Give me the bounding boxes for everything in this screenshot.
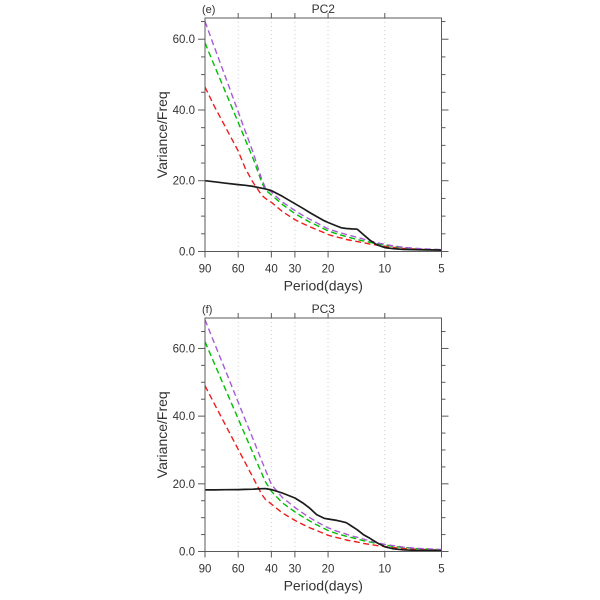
x-tick-label-30: 30	[288, 264, 301, 276]
axis-ticks	[198, 313, 449, 558]
plot-svg-pc3: 90 60 40 30 20 10 5 0.0 20.0 40.0 60.0 (f) PC3 Period…	[154, 302, 449, 594]
gridlines	[237, 318, 386, 552]
x-axis-title: Period(days)	[284, 578, 363, 594]
x-tick-label-5: 5	[438, 264, 444, 276]
series-lines	[204, 319, 442, 552]
y-axis-title: Variance/Freq	[154, 391, 170, 478]
x-tick-label-30: 30	[288, 564, 301, 576]
x-tick-label-60: 60	[232, 264, 245, 276]
axis-ticks	[198, 13, 449, 258]
x-tick-label-40: 40	[265, 564, 278, 576]
plot-frame	[204, 17, 442, 252]
series-purple-dashed	[204, 21, 442, 251]
chart-title: PC3	[312, 302, 336, 316]
gridlines	[237, 18, 386, 252]
series-black-solid	[204, 179, 442, 251]
x-tick-label-20: 20	[322, 264, 335, 276]
series-red-dashed	[204, 385, 442, 551]
chart-panel-e-pc2: 90 60 40 30 20 10 5 0.0 20.0 40.0 60.0 (e) PC2 Period…	[154, 2, 449, 294]
y-tick-label-0: 0.0	[179, 247, 195, 259]
y-tick-label-40: 40.0	[173, 411, 195, 423]
y-tick-label-20: 20.0	[173, 479, 195, 491]
plot-frame	[204, 317, 442, 552]
panel-label: (e)	[202, 4, 215, 16]
y-tick-label-60: 60.0	[173, 343, 195, 355]
series-purple-dashed	[204, 319, 442, 551]
series-green-dashed	[204, 341, 442, 551]
y-tick-label-20: 20.0	[173, 176, 195, 188]
x-tick-label-5: 5	[438, 564, 444, 576]
series-green-dashed	[204, 42, 442, 251]
y-tick-label-40: 40.0	[173, 105, 195, 117]
x-tick-label-60: 60	[232, 564, 245, 576]
x-tick-label-10: 10	[378, 264, 391, 276]
x-axis-title: Period(days)	[284, 278, 363, 294]
y-tick-label-0: 0.0	[179, 547, 195, 559]
y-axis-title: Variance/Freq	[154, 91, 170, 178]
chart-title: PC2	[312, 2, 336, 16]
plot-svg-pc2: 90 60 40 30 20 10 5 0.0 20.0 40.0 60.0 (e) PC2 Period…	[154, 2, 449, 294]
chart-panel-f-pc3: 90 60 40 30 20 10 5 0.0 20.0 40.0 60.0 (f) PC3 Period…	[0, 300, 600, 600]
panel-label: (f)	[202, 304, 212, 316]
series-red-dashed	[204, 86, 442, 251]
x-tick-label-90: 90	[199, 564, 212, 576]
x-tick-label-40: 40	[265, 264, 278, 276]
series-black-solid	[205, 487, 442, 552]
x-tick-label-20: 20	[322, 564, 335, 576]
x-tick-label-10: 10	[378, 564, 391, 576]
x-tick-label-90: 90	[199, 264, 212, 276]
y-tick-label-60: 60.0	[173, 34, 195, 46]
series-lines	[204, 21, 442, 251]
